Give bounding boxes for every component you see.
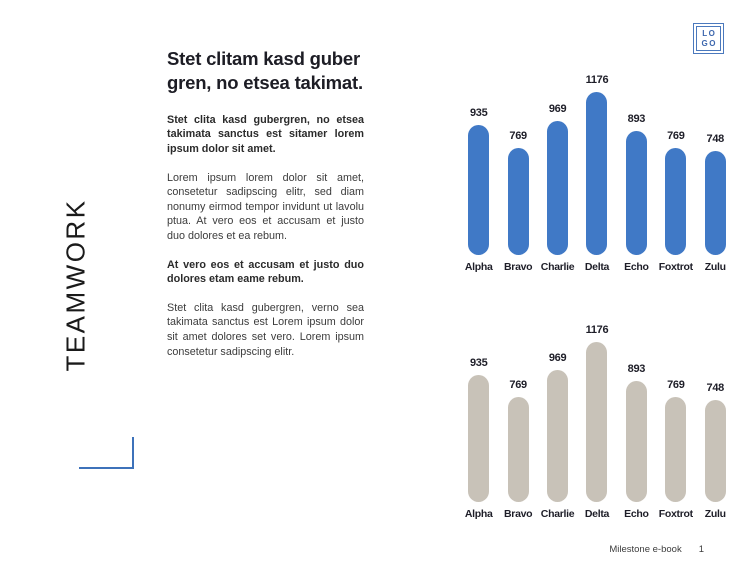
corner-bracket-decoration [79,437,134,469]
article-paragraph: At vero eos et accusam et justo duo dolo… [167,258,364,286]
footer-page-number: 1 [698,544,704,555]
bar [547,121,569,255]
page-footer: Milestone e-book 1 [609,544,704,555]
bar-value-label: 769 [667,379,685,391]
bar [547,370,569,502]
category-label: Charlie [540,508,575,520]
bar-value-label: 935 [469,357,488,369]
categories-row: Alpha Bravo Charlie Delta Echo Foxtrot Zulu [459,508,735,520]
bar [468,375,490,502]
bar-column: 769 [498,319,537,502]
bar [625,381,647,502]
bar [625,131,647,255]
bar [704,400,726,502]
vertical-section-title: TEAMWORK [60,198,91,372]
bar [507,397,529,502]
bar-value-label: 893 [627,363,646,375]
categories-row: Alpha Bravo Charlie Delta Echo Foxtrot Zulu [459,261,735,273]
bar-column: 893 [617,319,656,502]
bar [704,151,726,255]
category-label: Alpha [464,508,493,520]
bar-value-label: 1176 [585,324,609,336]
category-label: Charlie [540,261,575,273]
bar-column: 969 [538,319,577,502]
category-label: Foxtrot [658,508,693,520]
category-label: Foxtrot [658,261,693,273]
bar-value-label: 969 [548,352,567,364]
category-label: Zulu [704,261,726,273]
category-label: Delta [584,508,610,520]
bar [507,148,529,255]
article-column: Stet clitam kasd guber gren, no etsea ta… [167,47,364,373]
bar-column: 769 [656,72,695,255]
bar-value-label: 935 [469,107,488,119]
category-label: Echo [624,261,649,273]
bar-column: 1176 [577,319,616,502]
article-heading: Stet clitam kasd guber gren, no etsea ta… [167,48,363,94]
bar-value-label: 1176 [585,74,609,86]
bar [468,125,490,255]
bar-column: 935 [459,72,498,255]
bar [586,342,608,502]
bar-column: 748 [696,72,735,255]
article-paragraph: Lorem ipsum lorem dolor sit amet, conset… [167,171,364,242]
article-paragraph: Stet clita kasd gubergren, verno sea tak… [167,301,364,358]
article-paragraph: Stet clita kasd gubergren, no etsea taki… [167,113,364,155]
logo-text-line2: GO [701,38,717,48]
bar-value-label: 969 [548,103,567,115]
bar-column: 769 [656,319,695,502]
category-label: Bravo [504,261,533,273]
bar-value-label: 893 [627,113,646,125]
bar-column: 769 [498,72,537,255]
bar-chart-gray: 935 769 969 1176 893 769 748 Alpha Bravo Charlie… [459,319,735,520]
bar-column: 1176 [577,72,616,255]
bar [586,92,608,255]
bar-column: 893 [617,72,656,255]
category-label: Echo [624,508,649,520]
bar-column: 969 [538,72,577,255]
category-label: Zulu [704,508,726,520]
bar-value-label: 748 [706,382,725,394]
bar-value-label: 769 [509,130,527,142]
bars-row: 935 769 969 1176 893 769 748 [459,319,735,502]
bar-value-label: 769 [509,379,527,391]
bar [665,148,687,255]
article-body: Stet clita kasd gubergren, no etsea taki… [167,113,364,359]
category-label: Delta [584,261,610,273]
bar-column: 935 [459,319,498,502]
category-label: Bravo [504,508,533,520]
bars-row: 935 769 969 1176 893 769 748 [459,72,735,255]
bar-column: 748 [696,319,735,502]
bar [665,397,687,502]
category-label: Alpha [464,261,493,273]
footer-book-title: Milestone e-book [609,544,682,555]
bar-value-label: 769 [667,130,685,142]
bar-value-label: 748 [706,133,725,145]
logo-mark: LO GO [693,23,724,54]
logo-text-line1: LO [702,28,717,38]
bar-chart-blue: 935 769 969 1176 893 769 748 Alpha Bravo Charlie… [459,72,735,273]
